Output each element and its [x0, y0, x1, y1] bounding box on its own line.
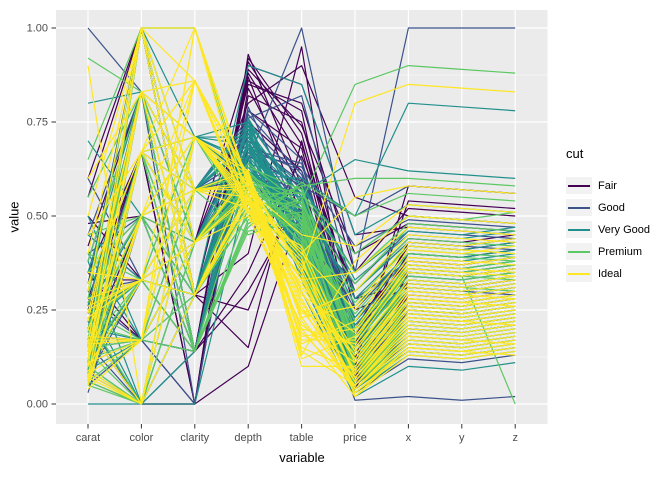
legend-item-premium: Premium [566, 243, 670, 260]
data-line [87, 91, 516, 345]
legend-key-line [568, 228, 590, 231]
data-line [87, 192, 516, 334]
legend-item-label: Premium [598, 245, 643, 258]
data-line [87, 80, 516, 390]
legend-item-good: Good [566, 199, 670, 216]
y-axis: 0.00 0.25 0.50 0.75 1.00 [27, 23, 56, 411]
data-line [87, 27, 516, 379]
data-line [87, 91, 516, 352]
x-axis: carat color clarity depth table price x y z [76, 424, 518, 444]
x-axis-title: variable [279, 450, 325, 465]
legend-key-line [568, 250, 590, 253]
legend: cut Fair Good Very Good Premium Ideal [566, 146, 670, 287]
data-line [87, 91, 516, 255]
y-tick-label: 0.50 [27, 211, 48, 223]
x-tick-label: y [459, 432, 465, 444]
legend-key-swatch [566, 199, 592, 216]
legend-title: cut [566, 146, 584, 161]
data-line [87, 189, 516, 405]
legend-item-very-good: Very Good [566, 221, 670, 238]
legend-item-label: Fair [598, 179, 617, 192]
y-axis-title: value [6, 201, 22, 233]
data-line [87, 185, 516, 315]
data-line [87, 65, 516, 405]
legend-key-line [568, 206, 590, 209]
x-tick-label: depth [234, 432, 262, 444]
legend-item-label: Very Good [598, 223, 650, 236]
x-tick-label: table [290, 432, 314, 444]
data-line [87, 189, 516, 398]
series-ideal [87, 27, 516, 405]
legend-item-label: Good [598, 201, 625, 214]
data-line [87, 91, 516, 371]
legend-key-swatch [566, 221, 592, 238]
legend-key-line [568, 272, 590, 275]
y-tick-label: 0.75 [27, 117, 48, 129]
x-tick-label: clarity [180, 432, 209, 444]
data-line [87, 151, 516, 356]
legend-item-fair: Fair [566, 177, 670, 194]
x-tick-label: z [512, 432, 518, 444]
legend-key-swatch [566, 177, 592, 194]
data-line [87, 136, 516, 356]
legend-item-label: Ideal [598, 267, 622, 280]
data-line [87, 27, 516, 375]
data-line [87, 80, 516, 375]
x-tick-label: x [406, 432, 412, 444]
y-tick-label: 0.00 [27, 399, 48, 411]
data-line [87, 80, 516, 341]
data-line [87, 80, 516, 386]
legend-key-swatch [566, 265, 592, 282]
data-line [87, 27, 516, 247]
legend-item-ideal: Ideal [566, 265, 670, 282]
data-line [87, 136, 516, 319]
data-line [87, 27, 516, 364]
data-line [87, 177, 516, 405]
y-tick-label: 0.25 [27, 305, 48, 317]
data-line [87, 170, 516, 345]
data-line [87, 136, 516, 379]
data-line [87, 80, 516, 390]
x-tick-label: color [129, 432, 153, 444]
x-tick-label: price [343, 432, 367, 444]
y-tick-label: 1.00 [27, 23, 48, 35]
legend-key-line [568, 184, 590, 187]
legend-items: Fair Good Very Good Premium Ideal [566, 177, 670, 282]
x-tick-label: carat [76, 432, 100, 444]
legend-key-swatch [566, 243, 592, 260]
